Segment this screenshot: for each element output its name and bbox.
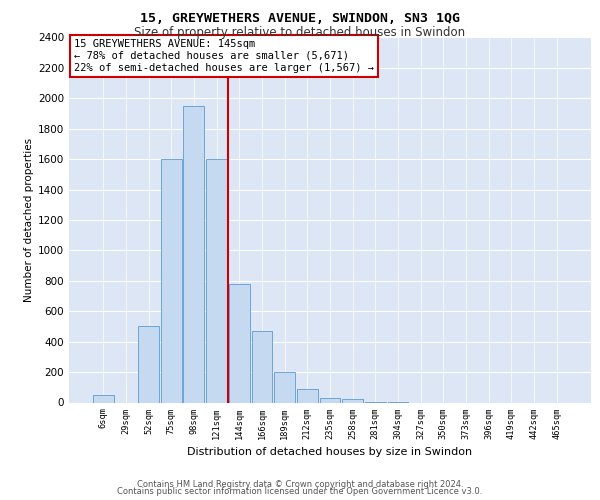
Bar [297, 389, 318, 402]
Bar [320, 398, 340, 402]
Bar [184, 106, 205, 403]
Bar [229, 284, 250, 403]
Text: Size of property relative to detached houses in Swindon: Size of property relative to detached ho… [134, 26, 466, 39]
Bar [342, 400, 363, 402]
Text: 15, GREYWETHERS AVENUE, SWINDON, SN3 1QG: 15, GREYWETHERS AVENUE, SWINDON, SN3 1QG [140, 12, 460, 26]
Bar [93, 395, 113, 402]
Bar [138, 326, 159, 402]
Bar [251, 331, 272, 402]
X-axis label: Distribution of detached houses by size in Swindon: Distribution of detached houses by size … [187, 447, 473, 457]
Bar [206, 159, 227, 402]
Text: Contains public sector information licensed under the Open Government Licence v3: Contains public sector information licen… [118, 487, 482, 496]
Text: 15 GREYWETHERS AVENUE: 145sqm
← 78% of detached houses are smaller (5,671)
22% o: 15 GREYWETHERS AVENUE: 145sqm ← 78% of d… [74, 40, 374, 72]
Bar [161, 159, 182, 402]
Bar [274, 372, 295, 402]
Text: Contains HM Land Registry data © Crown copyright and database right 2024.: Contains HM Land Registry data © Crown c… [137, 480, 463, 489]
Y-axis label: Number of detached properties: Number of detached properties [24, 138, 34, 302]
